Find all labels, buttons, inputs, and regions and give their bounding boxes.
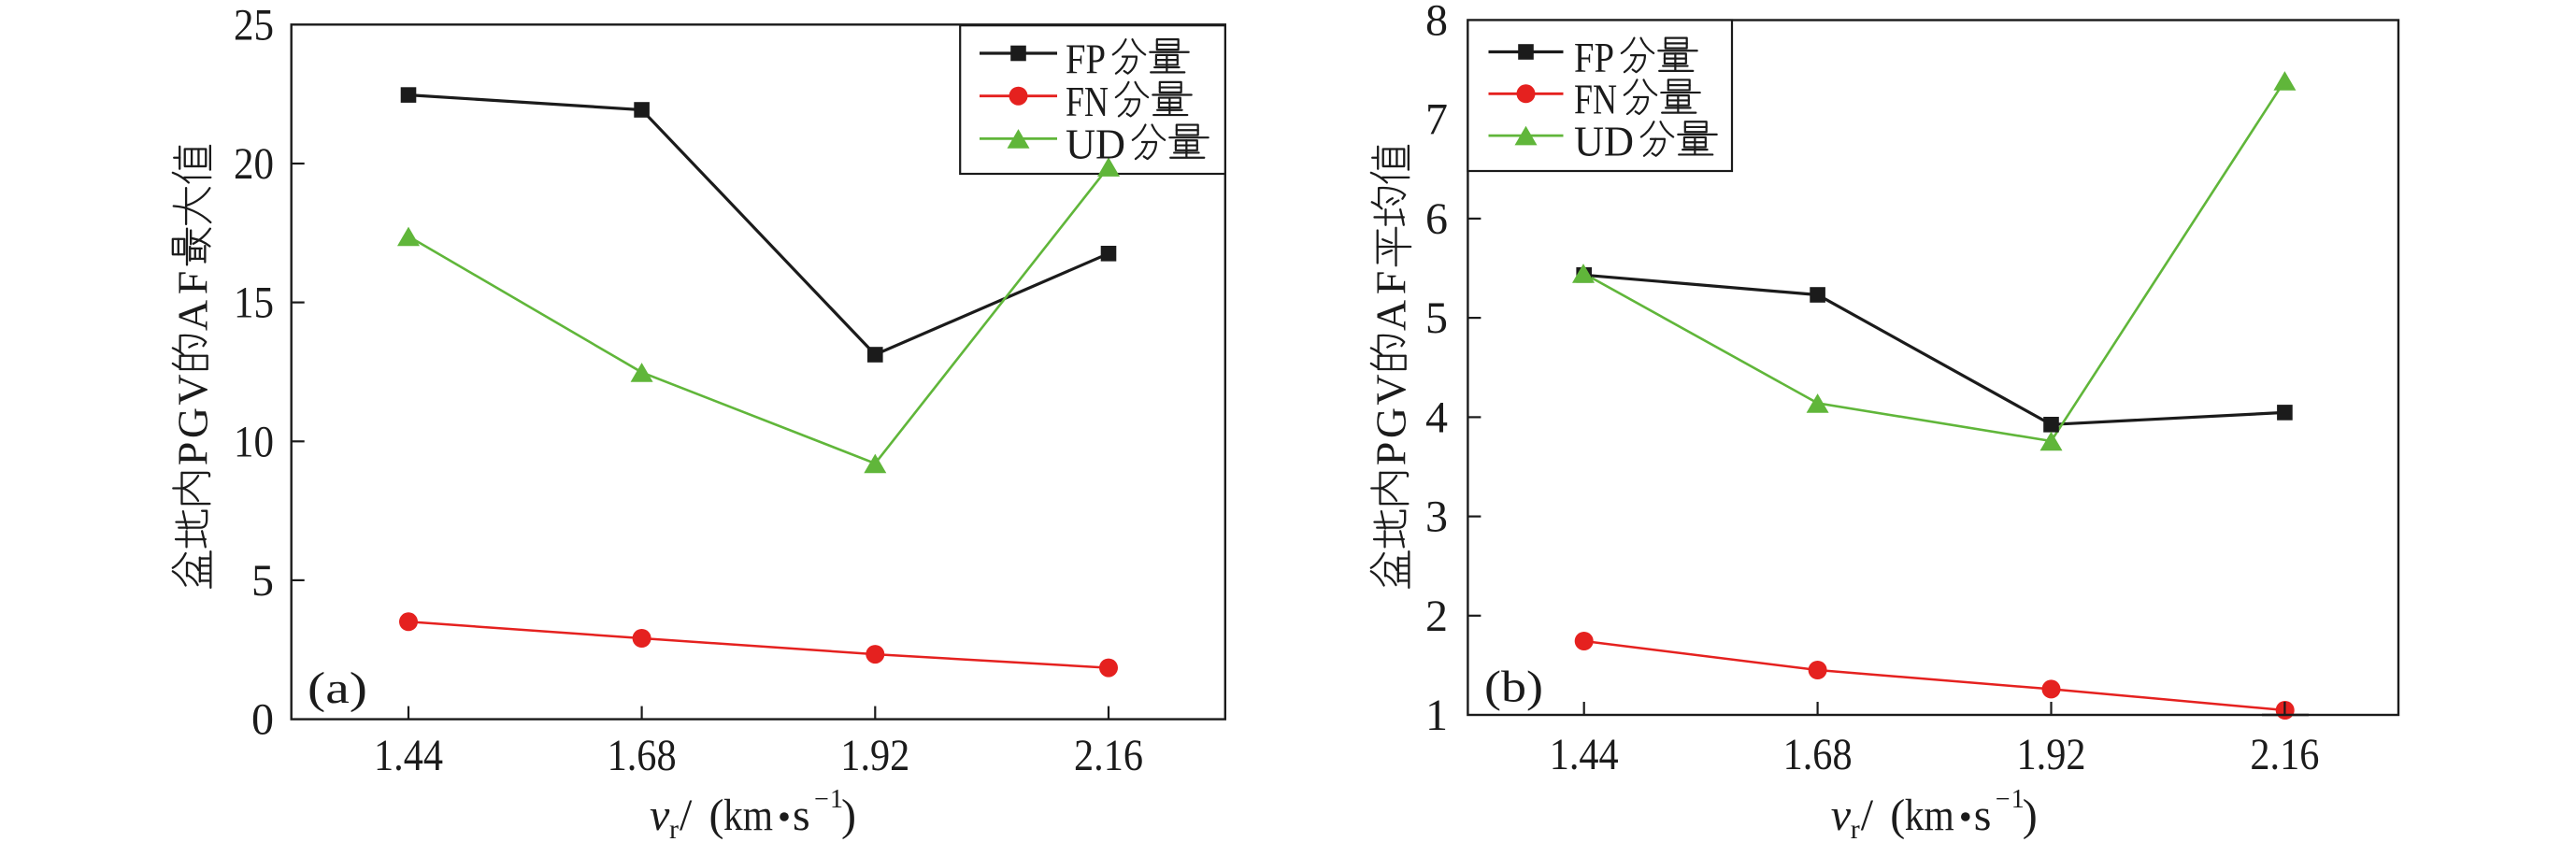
svg-text:1.92: 1.92 (840, 731, 909, 780)
svg-text:): ) (2023, 791, 2038, 840)
svg-text:7: 7 (1425, 95, 1448, 145)
svg-text:−: − (1996, 785, 2011, 814)
svg-text:km: km (1905, 791, 1954, 840)
svg-text:10: 10 (234, 417, 274, 466)
svg-text:8: 8 (1425, 0, 1448, 46)
svg-text:FN: FN (1066, 78, 1109, 125)
svg-text:F: F (169, 271, 217, 295)
svg-text:1: 1 (830, 785, 843, 814)
svg-text:(a): (a) (308, 664, 367, 713)
svg-text:(: ( (1890, 791, 1905, 840)
svg-text:(: ( (709, 791, 724, 840)
svg-text:s: s (1974, 791, 1992, 840)
svg-text:A: A (1367, 300, 1415, 331)
svg-text:1: 1 (1425, 691, 1448, 740)
svg-text:5: 5 (251, 556, 274, 606)
svg-text:G: G (169, 407, 217, 438)
svg-text:1.92: 1.92 (2017, 730, 2086, 779)
svg-text:v: v (1831, 791, 1852, 840)
svg-text:4: 4 (1425, 392, 1448, 442)
svg-text:F: F (1367, 271, 1415, 295)
svg-text:15: 15 (234, 278, 274, 328)
svg-text:/: / (680, 791, 693, 840)
svg-text:UD: UD (1574, 117, 1634, 164)
svg-text:5: 5 (1425, 293, 1448, 343)
svg-text:A: A (169, 300, 217, 331)
svg-text:G: G (1367, 407, 1415, 438)
svg-text:2.16: 2.16 (2250, 730, 2319, 779)
svg-text:P: P (169, 442, 217, 466)
svg-text:FP: FP (1574, 34, 1614, 81)
svg-text:−: − (814, 785, 829, 814)
svg-text:r: r (669, 814, 679, 842)
svg-text:r: r (1851, 814, 1860, 842)
svg-text:UD: UD (1066, 121, 1125, 168)
svg-text:s: s (793, 791, 810, 840)
svg-text:3: 3 (1425, 492, 1448, 542)
svg-text:/: / (1861, 791, 1874, 840)
svg-text:FN: FN (1574, 76, 1617, 123)
svg-text:1.44: 1.44 (374, 731, 443, 780)
svg-text:FP: FP (1066, 35, 1106, 82)
svg-text:2.16: 2.16 (1074, 731, 1143, 780)
svg-text:1.68: 1.68 (1783, 730, 1853, 779)
svg-text:1: 1 (2011, 785, 2025, 814)
svg-text:0: 0 (251, 695, 274, 745)
svg-text:V: V (1367, 374, 1415, 405)
svg-text:20: 20 (234, 139, 274, 189)
svg-text:): ) (841, 791, 856, 840)
svg-text:1.68: 1.68 (608, 731, 677, 780)
svg-text:v: v (650, 791, 670, 840)
svg-text:P: P (1367, 442, 1415, 466)
svg-text:1.44: 1.44 (1550, 730, 1619, 779)
svg-text:(b): (b) (1484, 663, 1543, 712)
svg-text:V: V (169, 374, 217, 405)
svg-text:25: 25 (234, 0, 274, 50)
svg-text:6: 6 (1425, 194, 1448, 244)
svg-text:2: 2 (1425, 592, 1448, 641)
svg-text:km: km (723, 791, 773, 840)
